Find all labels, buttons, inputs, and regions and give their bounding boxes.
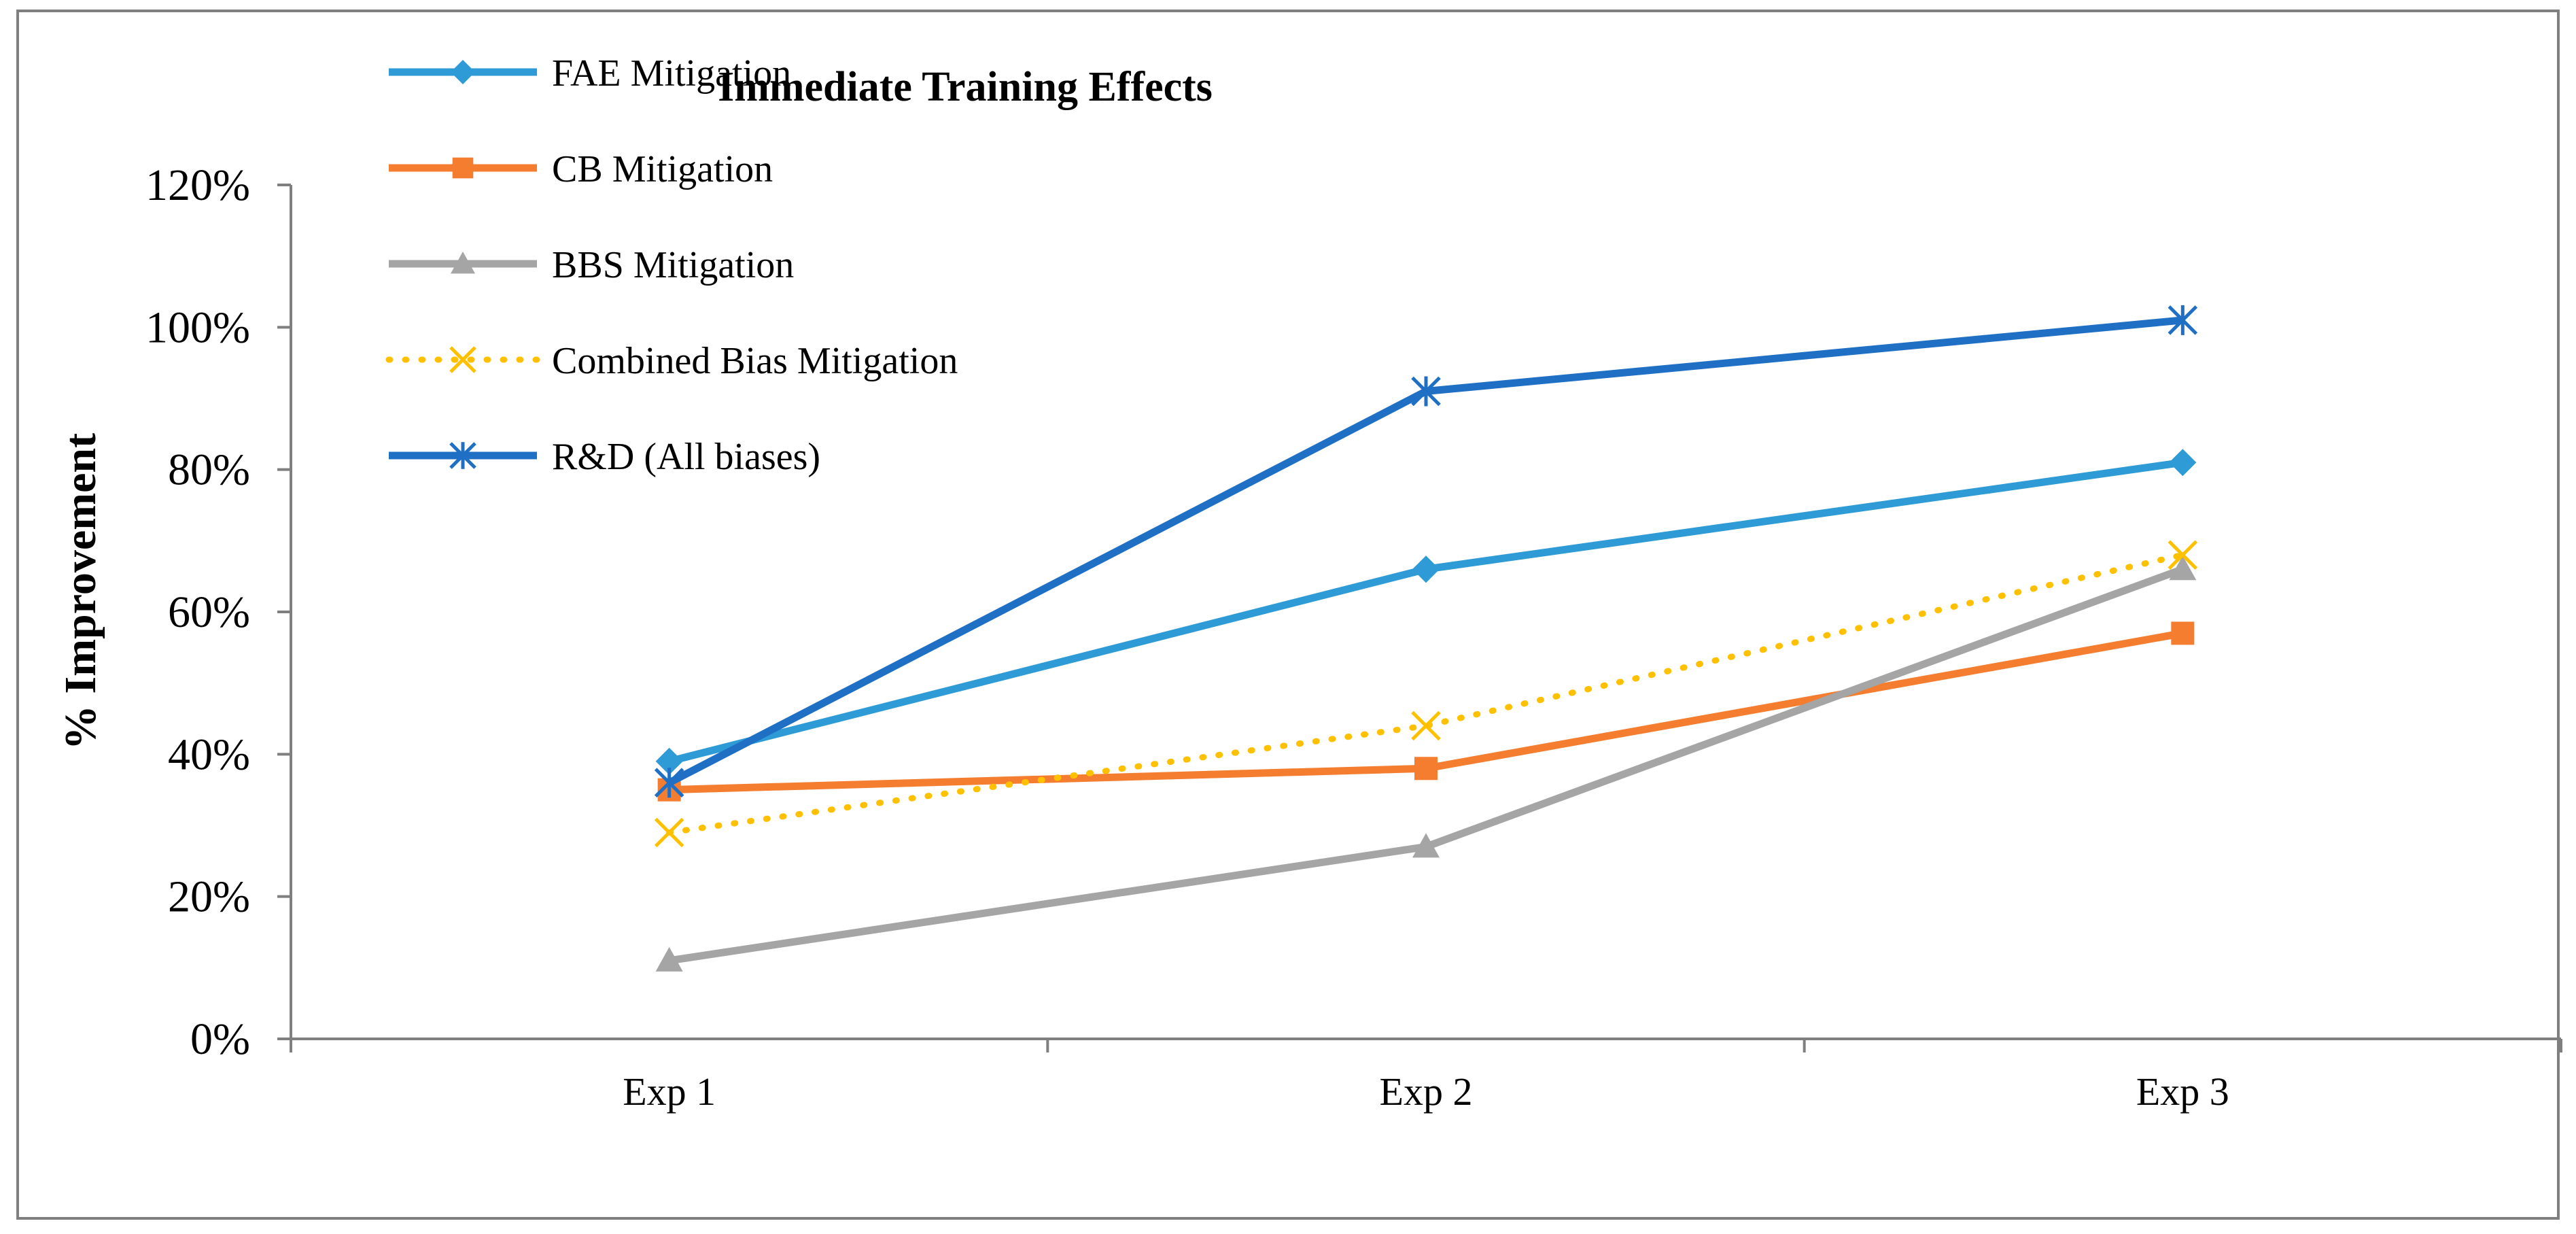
x-tick-label: Exp 2 — [1380, 1069, 1473, 1114]
data-point — [1412, 833, 1440, 858]
legend-item: CB Mitigation — [389, 148, 773, 190]
y-tick-label: 60% — [168, 587, 250, 637]
legend-label: Combined Bias Mitigation — [552, 340, 958, 382]
series-0 — [655, 449, 2197, 775]
y-tick-label: 100% — [145, 303, 250, 352]
legend-item: FAE Mitigation — [389, 52, 791, 95]
axes: 0% 20% 40% 60% 80% 100% 120% Exp 1 Exp 2 Exp 3 — [145, 160, 2562, 1114]
chart-title: Immediate Training Effects — [718, 64, 1213, 110]
series-line — [668, 458, 2184, 766]
legend-item: BBS Mitigation — [389, 244, 794, 286]
x-tick-label: Exp 1 — [623, 1069, 716, 1114]
legend-marker — [452, 157, 474, 179]
data-point — [2169, 555, 2197, 581]
series-layer — [654, 305, 2198, 972]
data-point — [654, 768, 684, 798]
legend-item: Combined Bias Mitigation — [385, 340, 958, 382]
data-point — [655, 946, 683, 972]
data-point — [2168, 305, 2198, 335]
legend-label: BBS Mitigation — [552, 244, 794, 286]
legend-marker — [451, 60, 475, 84]
legend-marker — [449, 346, 476, 373]
legend-marker — [451, 252, 475, 274]
data-point — [1412, 555, 1440, 583]
data-point — [1414, 757, 1438, 781]
y-tick-label: 20% — [168, 872, 250, 922]
legend-label: CB Mitigation — [552, 148, 773, 190]
legend-label: R&D (All biases) — [552, 436, 820, 478]
series-line — [666, 551, 2186, 836]
y-tick-label: 0% — [190, 1014, 250, 1064]
data-point — [1411, 710, 1441, 741]
data-point — [2168, 540, 2198, 570]
y-axis-label: % Improvement — [56, 433, 105, 750]
data-point — [2169, 449, 2197, 477]
legend-item: R&D (All biases) — [389, 436, 820, 478]
data-point — [655, 747, 683, 775]
series-4 — [654, 305, 2198, 798]
y-tick-label: 120% — [145, 160, 250, 210]
y-tick-label: 40% — [168, 730, 250, 779]
legend-label: FAE Mitigation — [552, 52, 791, 95]
legend: FAE Mitigation CB Mitigation BBS Mitigatio… — [385, 52, 958, 478]
series-3 — [654, 540, 2198, 848]
series-2 — [655, 555, 2197, 972]
y-tick-label: 80% — [168, 445, 250, 495]
data-point — [1411, 376, 1441, 407]
chart-frame — [16, 10, 2560, 1220]
legend-marker — [449, 442, 476, 469]
x-tick-label: Exp 3 — [2136, 1069, 2229, 1114]
data-point — [2171, 621, 2195, 645]
data-point — [654, 817, 684, 848]
